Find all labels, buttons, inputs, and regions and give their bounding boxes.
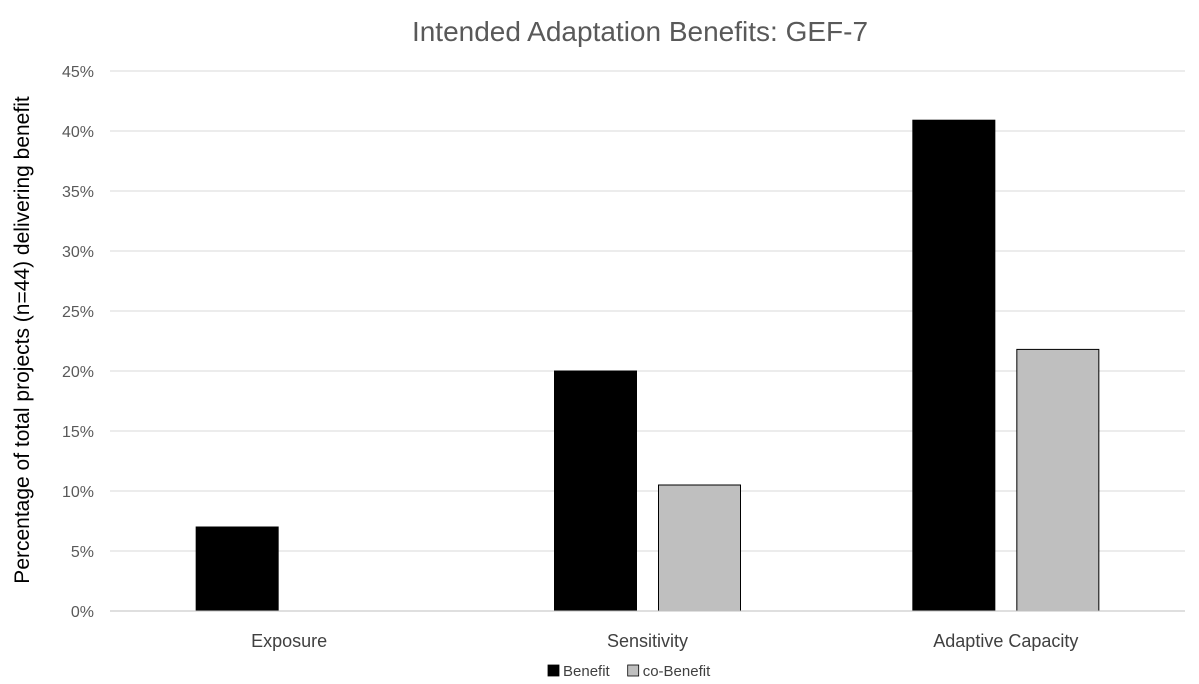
legend-label: co-Benefit — [643, 663, 711, 680]
bar-co-benefit — [658, 484, 741, 612]
y-tick-label: 20% — [62, 364, 94, 381]
x-category-label: Sensitivity — [607, 631, 688, 651]
y-tick-label: 10% — [62, 484, 94, 501]
y-tick-label: 45% — [62, 64, 94, 81]
y-tick-label: 35% — [62, 184, 94, 201]
legend-swatch — [547, 664, 560, 677]
bars — [195, 119, 1100, 612]
y-tick-label: 5% — [71, 544, 94, 561]
y-tick-label: 0% — [71, 604, 94, 621]
bar-co-benefit — [1016, 348, 1100, 612]
y-tick-label: 40% — [62, 124, 94, 141]
y-tick-label: 25% — [62, 304, 94, 321]
y-tick-label: 30% — [62, 244, 94, 261]
legend: Benefit co-Benefit — [547, 663, 711, 680]
y-axis-label: Percentage of total projects (n=44) deli… — [11, 96, 34, 584]
chart-title: Intended Adaptation Benefits: GEF-7 — [412, 16, 868, 47]
legend-swatch — [627, 664, 640, 677]
gridlines — [110, 70, 1185, 552]
y-axis-ticks: 0% 5% 10% 15% 20% 25% 30% 35% 40% 45% — [62, 64, 94, 621]
legend-label: Benefit — [563, 663, 611, 680]
bar-benefit — [912, 119, 996, 612]
y-tick-label: 15% — [62, 424, 94, 441]
x-category-label: Exposure — [251, 631, 327, 651]
bar-benefit — [195, 526, 279, 612]
x-axis-categories: Exposure Sensitivity Adaptive Capacity — [251, 631, 1078, 651]
x-category-label: Adaptive Capacity — [933, 631, 1078, 651]
bar-benefit — [554, 370, 637, 612]
